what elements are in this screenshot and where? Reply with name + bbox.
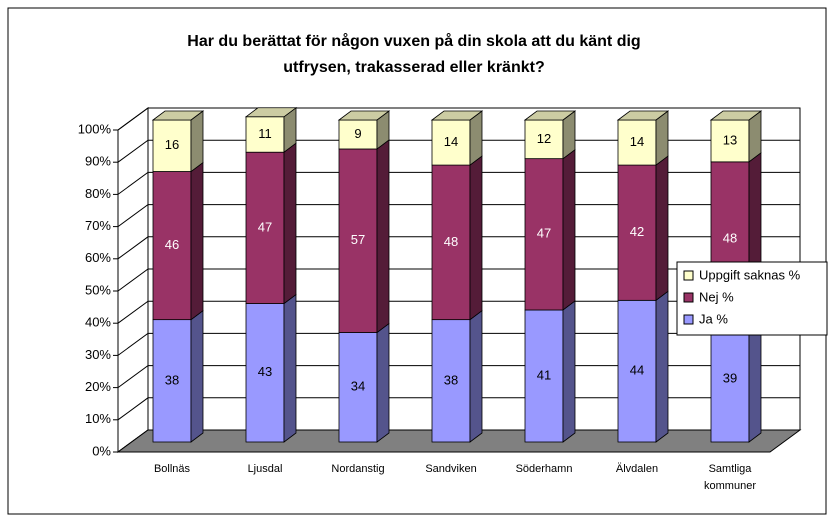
bar-segment — [152, 171, 192, 321]
bar-side — [283, 142, 297, 305]
bar-segment — [338, 119, 378, 150]
legend-label: Uppgift saknas % — [699, 267, 801, 282]
bar-segment — [338, 148, 378, 333]
bar-side — [562, 300, 576, 443]
grid-line — [117, 300, 800, 324]
bar-side — [469, 309, 483, 443]
chart-title: Har du berättat för någon vuxen på din s… — [187, 32, 640, 50]
legend-swatch — [683, 292, 694, 303]
grid-line — [117, 397, 800, 421]
bar-segment — [524, 309, 564, 443]
y-tick-label: 40% — [85, 315, 111, 330]
grid-line — [117, 236, 800, 260]
value-label: 44 — [630, 363, 644, 378]
bar-side — [376, 139, 390, 334]
x-tick-label: Älvdalen — [615, 463, 659, 475]
value-label: 14 — [630, 134, 644, 149]
x-tick-label: Ljusdal — [247, 463, 283, 475]
value-label: 42 — [630, 224, 644, 239]
y-tick-label: 10% — [85, 411, 111, 426]
value-label: 16 — [165, 137, 179, 152]
value-label: 39 — [723, 371, 737, 386]
grid-line — [117, 365, 800, 389]
grid-line — [117, 268, 800, 292]
value-label: 34 — [351, 379, 365, 394]
bar-top — [244, 107, 298, 118]
value-label: 46 — [165, 237, 179, 252]
y-tick-label: 80% — [85, 186, 111, 201]
bar-top — [151, 110, 205, 121]
bar-segment — [245, 151, 285, 304]
y-tick-label: 100% — [78, 121, 112, 136]
value-label: 14 — [444, 134, 458, 149]
bar-top — [616, 110, 670, 121]
value-label: 48 — [444, 234, 458, 249]
value-label: 13 — [723, 132, 737, 147]
grid-line — [117, 139, 800, 163]
legend-swatch — [683, 314, 694, 325]
y-tick-label: 50% — [85, 282, 111, 297]
bar-top — [523, 110, 577, 121]
y-tick-label: 20% — [85, 379, 111, 394]
x-tick-label: Bollnäs — [153, 463, 191, 475]
value-label: 48 — [723, 231, 737, 246]
x-tick-label: Samtliga kommuner — [704, 463, 756, 492]
grid-line — [117, 171, 800, 195]
bar-segment — [245, 303, 285, 443]
legend-label: Nej % — [699, 289, 734, 304]
bar-segment — [338, 332, 378, 443]
x-tick-label: Sandviken — [425, 463, 477, 475]
y-tick-label: 0% — [92, 443, 111, 458]
bar-side — [562, 148, 576, 311]
value-label: 38 — [165, 372, 179, 387]
value-label: 57 — [351, 232, 365, 247]
bar-side — [190, 161, 204, 321]
value-label: 47 — [258, 219, 272, 234]
grid-line — [117, 332, 800, 356]
bar-segment — [431, 164, 471, 321]
bar-side — [376, 322, 390, 443]
y-tick-label: 70% — [85, 218, 111, 233]
bar-side — [655, 155, 669, 302]
y-tick-label: 60% — [85, 250, 111, 265]
chart-title: utfrysen, trakasserad eller kränkt? — [283, 59, 544, 76]
bar-side — [469, 155, 483, 321]
legend-box — [676, 261, 828, 336]
bar-segment — [617, 299, 657, 443]
value-label: 11 — [258, 126, 272, 141]
bar-top — [430, 110, 484, 121]
x-tick-label: Nordanstig — [331, 463, 385, 475]
value-label: 38 — [444, 372, 458, 387]
bar-segment — [524, 158, 564, 311]
bar-top — [337, 110, 391, 121]
legend-swatch — [683, 270, 694, 281]
bar-segment — [152, 319, 192, 443]
bar-top — [709, 110, 763, 121]
x-tick-label: Söderhamn — [515, 463, 573, 475]
bar-segment — [617, 164, 657, 301]
bar-side — [190, 309, 204, 443]
bar-segment — [710, 119, 750, 163]
value-label: 9 — [354, 126, 361, 141]
value-label: 47 — [537, 226, 551, 241]
bar-side — [283, 293, 297, 443]
bar-side — [190, 110, 204, 173]
y-tick-label: 90% — [85, 154, 111, 169]
bar-segment — [152, 119, 192, 172]
value-label: 41 — [537, 367, 551, 382]
grid-line — [117, 107, 800, 131]
bar-segment — [617, 119, 657, 166]
bar-side — [655, 290, 669, 443]
legend-label: Ja % — [699, 311, 728, 326]
value-label: 43 — [258, 364, 272, 379]
y-tick-label: 30% — [85, 347, 111, 362]
grid-line — [117, 204, 800, 228]
value-label: 12 — [537, 131, 551, 146]
